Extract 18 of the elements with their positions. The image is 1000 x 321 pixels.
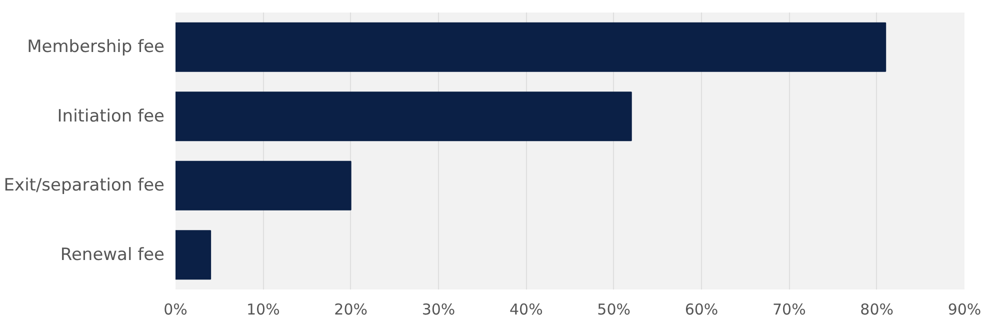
y-tick-label: Membership fee	[27, 37, 165, 58]
x-tick-label: 70%	[772, 300, 806, 318]
bar	[176, 160, 352, 210]
y-tick-label: Exit/separation fee	[4, 176, 165, 196]
x-tick-label: 80%	[860, 300, 894, 318]
x-tick-label: 0%	[164, 300, 188, 318]
bar	[176, 22, 886, 72]
bar	[176, 230, 212, 280]
x-tick-label: 30%	[422, 300, 456, 318]
x-tick-label: 90%	[948, 300, 982, 318]
bar	[176, 92, 632, 142]
x-tick-label: 50%	[597, 300, 631, 318]
x-tick-label: 20%	[334, 300, 368, 318]
y-tick-label: Renewal fee	[60, 244, 164, 265]
y-tick-label: Initiation fee	[57, 106, 165, 126]
x-tick-label: 40%	[509, 300, 543, 318]
x-tick-label: 60%	[684, 300, 718, 318]
x-tick-label: 10%	[246, 300, 280, 318]
